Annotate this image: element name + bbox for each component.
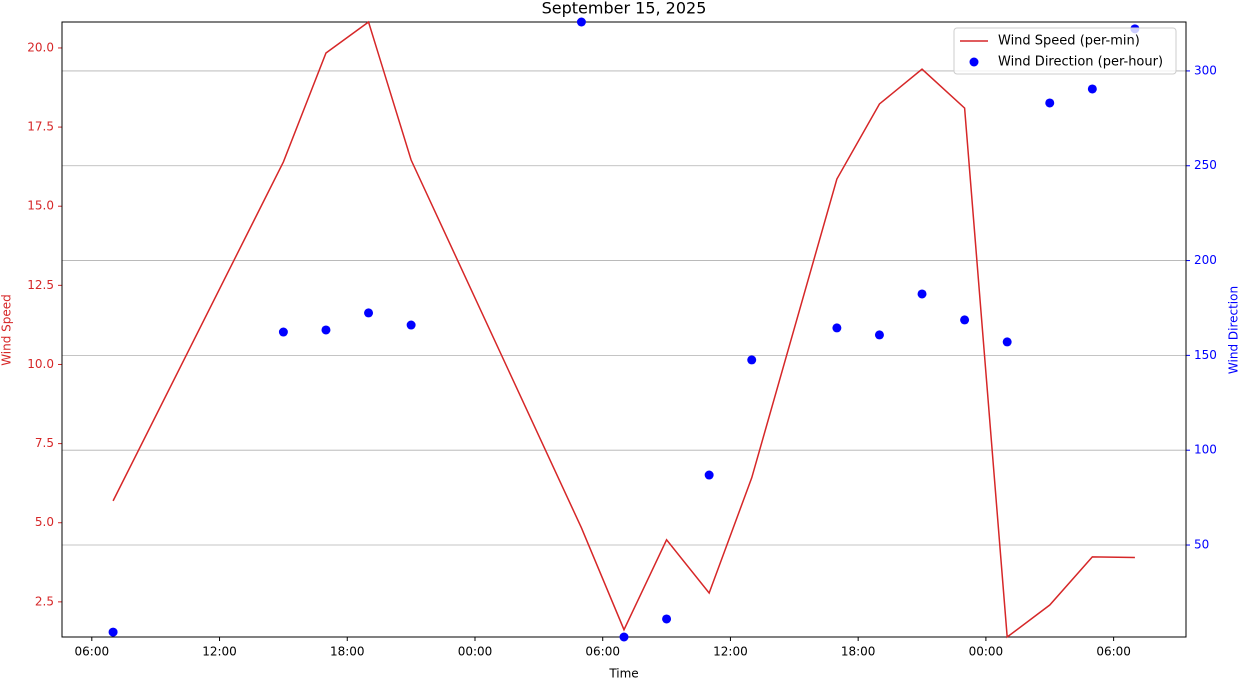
x-tick-label: 18:00 [330, 645, 365, 659]
x-axis-label: Time [608, 667, 638, 681]
data-point [576, 17, 586, 27]
data-point [364, 308, 374, 318]
data-point [747, 355, 757, 365]
chart-title: September 15, 2025 [542, 0, 707, 18]
data-point [406, 320, 416, 330]
data-point [278, 327, 288, 337]
data-point [662, 614, 672, 624]
data-point [1045, 98, 1055, 108]
y2-tick-label: 300 [1194, 63, 1217, 77]
y-tick-label: 20.0 [27, 40, 54, 54]
legend-swatch [969, 57, 979, 67]
y-tick-label: 5.0 [35, 515, 54, 529]
data-point [832, 323, 842, 333]
data-point [917, 289, 927, 299]
data-point [704, 470, 714, 480]
legend: Wind Speed (per-min) Wind Direction (per-… [953, 27, 1177, 75]
x-tick-label: 18:00 [841, 645, 876, 659]
x-tick-label: 12:00 [202, 645, 237, 659]
y2-axis-label: Wind Direction [1227, 286, 1241, 374]
data-point [1002, 337, 1012, 347]
x-tick-label: 06:00 [1096, 645, 1131, 659]
y-axis-label: Wind Speed [0, 294, 14, 366]
y-tick-label: 2.5 [35, 594, 54, 608]
legend-box [953, 27, 1177, 75]
y-tick-label: 17.5 [27, 120, 54, 134]
y2-tick-label: 100 [1194, 443, 1217, 457]
x-tick-label: 00:00 [969, 645, 1004, 659]
data-point [321, 325, 331, 335]
y-tick-label: 15.0 [27, 199, 54, 213]
y2-tick-label: 150 [1194, 348, 1217, 362]
x-tick-label: 12:00 [713, 645, 748, 659]
data-line [112, 20, 1135, 639]
y2-tick-label: 250 [1194, 158, 1217, 172]
x-tick-label: 00:00 [458, 645, 493, 659]
data-point [108, 627, 118, 637]
x-tick-label: 06:00 [75, 645, 110, 659]
y-tick-label: 7.5 [35, 436, 54, 450]
x-tick-label: 06:00 [585, 645, 620, 659]
data-point [874, 330, 884, 340]
y2-tick-label: 50 [1194, 538, 1209, 552]
data-point [1087, 84, 1097, 94]
data-point [960, 315, 970, 325]
y2-tick-label: 200 [1194, 253, 1217, 267]
data-point [619, 632, 629, 642]
legend-label: Wind Speed (per-min) [998, 34, 1140, 49]
y-tick-label: 12.5 [27, 278, 54, 292]
y-tick-label: 10.0 [27, 357, 54, 371]
legend-label: Wind Direction (per-hour) [998, 55, 1163, 70]
